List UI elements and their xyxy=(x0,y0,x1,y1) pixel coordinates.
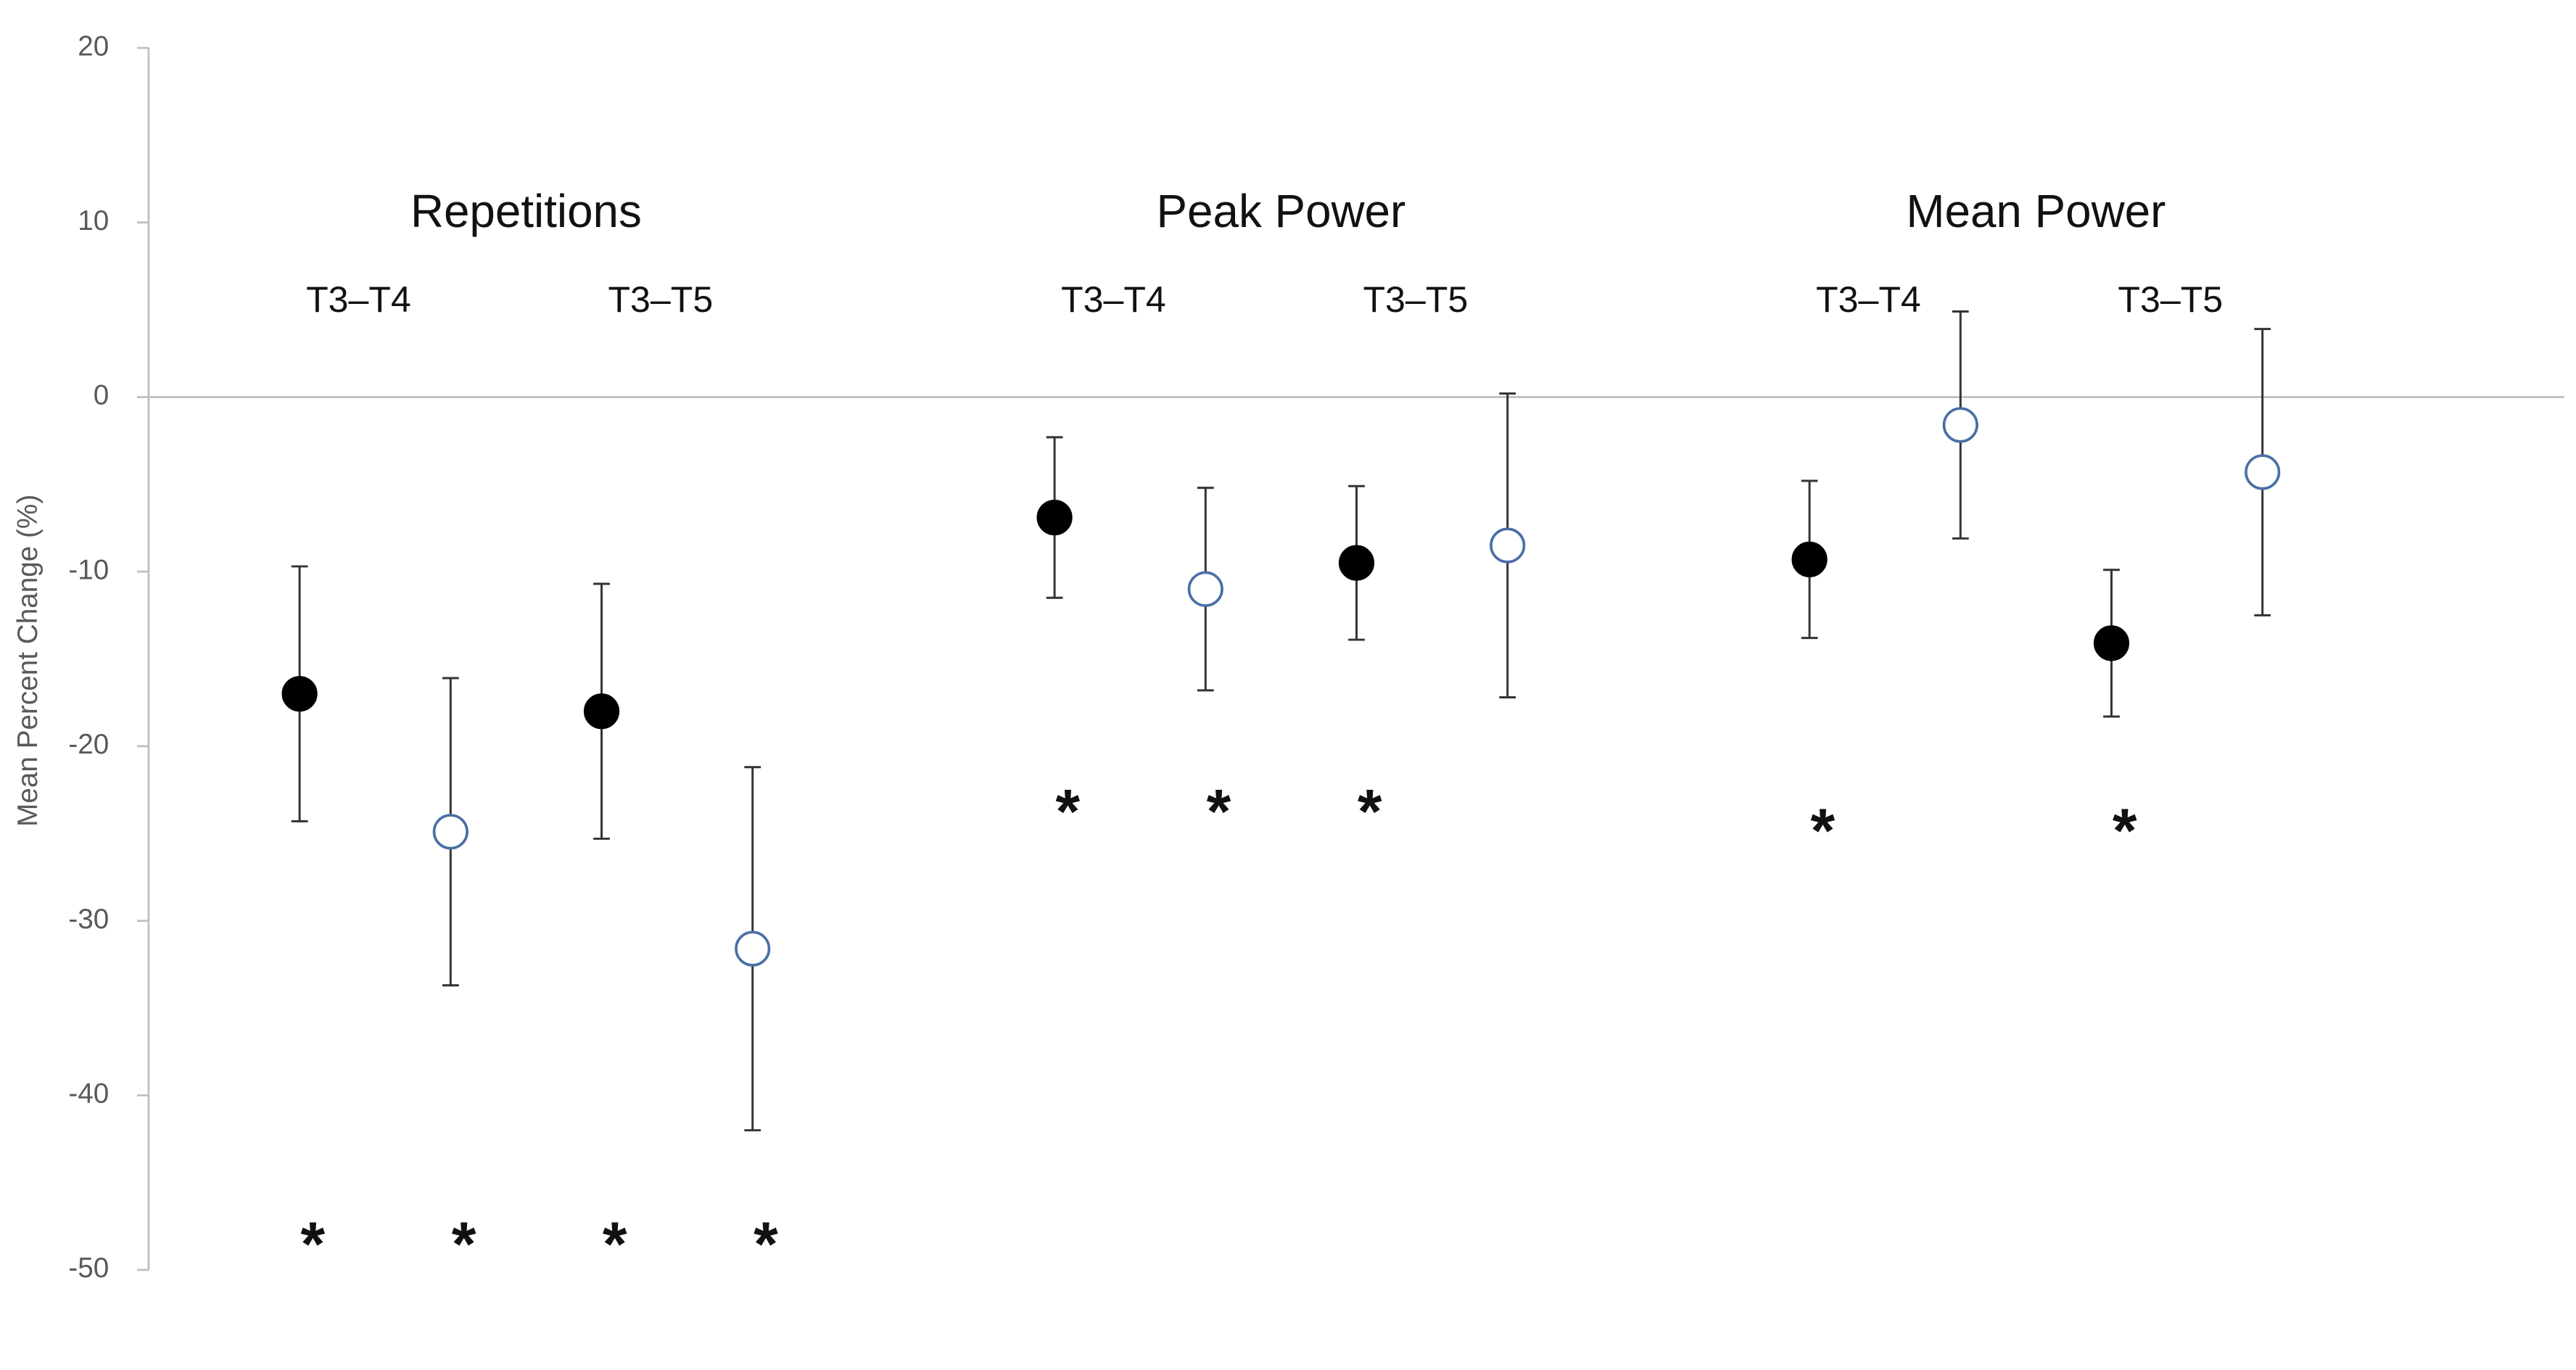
significance-marker: * xyxy=(2113,796,2137,866)
point xyxy=(2245,454,2281,490)
subgroup-label: T3–T4 xyxy=(1061,279,1166,320)
significance-marker: * xyxy=(1810,796,1835,866)
subgroup-label: T3–T5 xyxy=(608,279,713,320)
y-tick-label: -50 xyxy=(68,1253,109,1284)
significance-marker: * xyxy=(603,1210,627,1279)
significance-marker: * xyxy=(1207,777,1231,846)
point xyxy=(1036,499,1073,536)
subgroup-label: T3–T4 xyxy=(306,279,411,320)
point xyxy=(432,814,468,850)
significance-marker: * xyxy=(754,1210,778,1279)
point xyxy=(1338,545,1375,581)
point xyxy=(735,930,771,967)
y-tick-label: 0 xyxy=(94,380,110,411)
significance-marker: * xyxy=(1055,777,1080,846)
y-tick-label: -40 xyxy=(68,1078,109,1110)
y-tick-label: -20 xyxy=(68,729,109,760)
subgroup-label: T3–T4 xyxy=(1816,279,1921,320)
y-axis-label: Mean Percent Change (%) xyxy=(12,495,44,827)
subgroup-label: T3–T5 xyxy=(1363,279,1468,320)
y-tick-label: 10 xyxy=(78,205,109,236)
group-title: Peak Power xyxy=(1157,185,1406,237)
point xyxy=(1490,527,1526,564)
point xyxy=(281,676,318,712)
significance-marker: * xyxy=(1358,777,1382,846)
y-tick-label: 20 xyxy=(78,30,109,62)
point xyxy=(1187,571,1223,607)
subgroup-label: T3–T5 xyxy=(2118,279,2223,320)
point xyxy=(1942,407,1978,443)
y-tick-label: -30 xyxy=(68,904,109,935)
point xyxy=(2093,625,2130,661)
point xyxy=(583,693,620,730)
significance-marker: * xyxy=(300,1210,325,1279)
y-tick-label: -10 xyxy=(68,554,109,585)
group-title: Mean Power xyxy=(1906,185,2166,237)
point xyxy=(1791,541,1828,577)
significance-marker: * xyxy=(452,1210,476,1279)
group-title: Repetitions xyxy=(410,185,642,237)
